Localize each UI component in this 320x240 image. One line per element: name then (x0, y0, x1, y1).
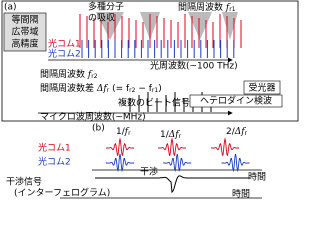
time-label: 時間 (248, 172, 266, 183)
features-box (3, 12, 47, 52)
period-2: 1/Δfr (160, 130, 182, 140)
panel-label: (a) (4, 3, 17, 13)
detector-box (243, 80, 281, 95)
pulse (221, 153, 250, 173)
optical-axis-label: 光周波数(~100 THz) (150, 60, 238, 72)
signal: 干渉信号 (6, 176, 42, 188)
interferogram (95, 175, 250, 194)
pulse (163, 153, 192, 173)
panel-a-frame (1, 0, 299, 122)
heterodyne-box (189, 94, 283, 108)
difference: 間隔周波数差 Δfr (= fr2 − fr1) (40, 82, 162, 94)
signal: (インターフェログラム) (14, 187, 110, 199)
spacing-2: 間隔周波数 fr2 (40, 68, 98, 80)
spacing-1: 間隔周波数 fr1 (178, 1, 236, 13)
absorption-band (96, 12, 124, 40)
absorption-band (188, 12, 212, 40)
absorption: の吸収 (88, 12, 115, 24)
absorption: 多種分子 (88, 1, 124, 13)
interference: 干渉 (140, 166, 158, 178)
comb-1-label: 光コム1 (48, 38, 81, 50)
feature: 広帯域 (11, 26, 38, 38)
pulse (158, 137, 186, 157)
heterodyne: ヘテロダイン検波 (200, 95, 272, 107)
feature: 高精度 (11, 38, 38, 50)
microwave-axis-label: マイクロ波周波数(~MHz) (40, 111, 146, 123)
comb-lines (79, 12, 242, 112)
absorption-band (222, 12, 238, 40)
detector: 受光器 (248, 82, 275, 94)
time-label: 時間 (232, 189, 250, 200)
period-1: 1/fr (116, 127, 131, 137)
waveforms (60, 137, 262, 199)
beats: 複数のビート信号 (118, 97, 190, 109)
period-3: 2/Δfr (226, 127, 248, 137)
panel-label: (b) (92, 124, 105, 134)
pulse (211, 137, 239, 157)
diagram: (a) 等間隔 広帯域 高精度 多種分子 の吸収 間隔周波数 fr1 光コム1 … (1, 0, 299, 200)
pulse (106, 137, 134, 157)
pulse (106, 153, 134, 173)
feature: 等間隔 (11, 14, 38, 26)
comb-1-label: 光コム1 (38, 142, 71, 154)
comb-2-label: 光コム2 (48, 48, 81, 60)
comb-2-label: 光コム2 (38, 156, 71, 168)
